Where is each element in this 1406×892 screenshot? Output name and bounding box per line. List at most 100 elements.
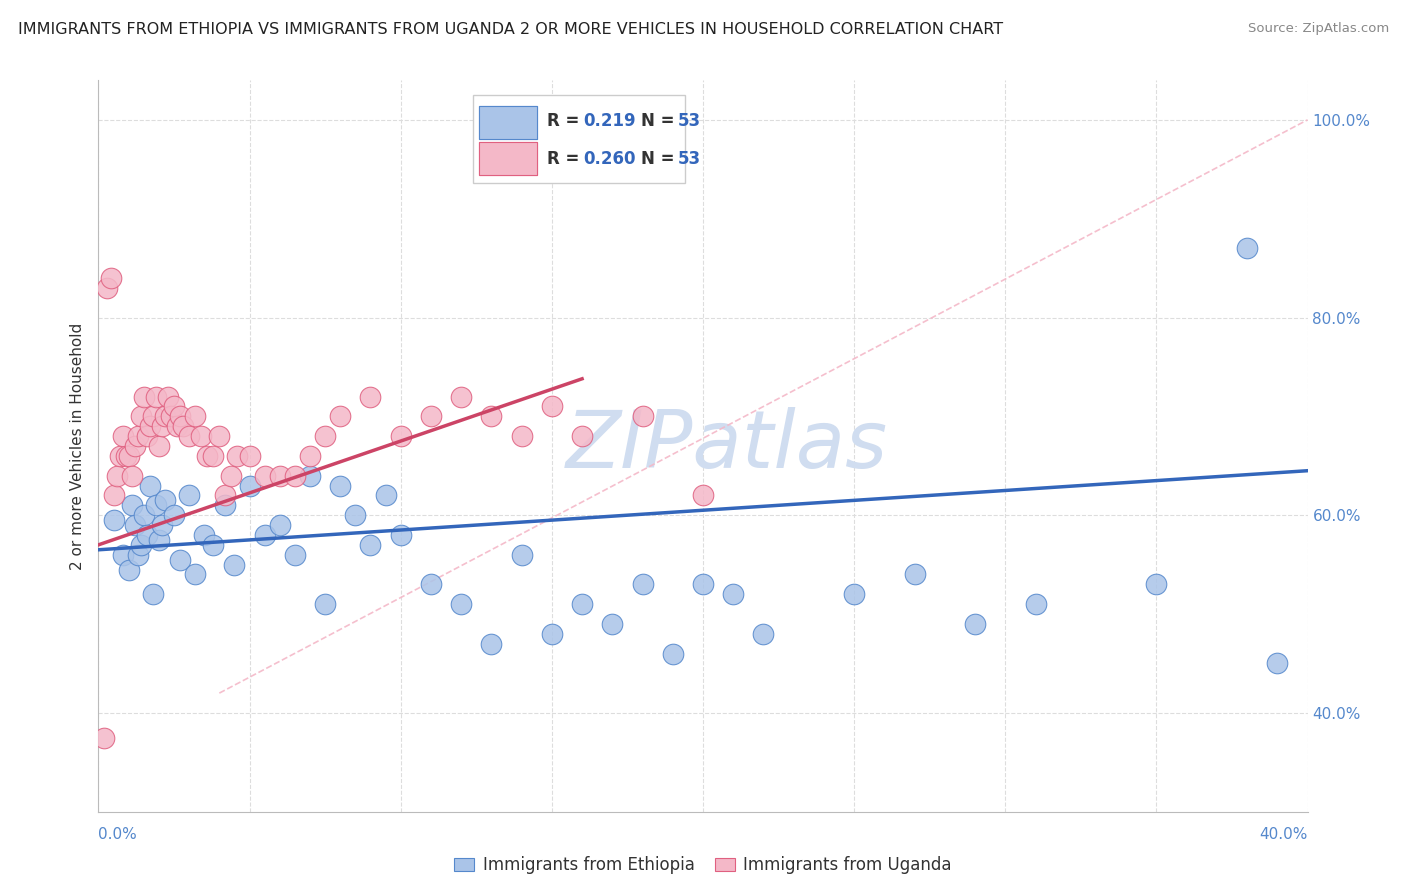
Point: [1024, 597, 1046, 611]
Point: [184, 567, 207, 582]
Text: N =: N =: [641, 150, 681, 168]
Point: [193, 528, 215, 542]
Point: [481, 409, 503, 424]
Point: [121, 498, 143, 512]
Point: [602, 616, 624, 631]
Point: [631, 577, 654, 591]
Point: [450, 390, 472, 404]
Point: [329, 478, 352, 492]
Text: R =: R =: [547, 150, 585, 168]
Point: [153, 493, 176, 508]
Point: [269, 468, 291, 483]
Point: [844, 587, 866, 601]
Point: [571, 597, 593, 611]
Point: [153, 409, 176, 424]
Point: [118, 563, 141, 577]
Point: [239, 478, 262, 492]
Point: [510, 548, 533, 562]
Point: [100, 271, 122, 285]
Text: N =: N =: [641, 112, 681, 129]
Point: [329, 409, 352, 424]
Point: [127, 548, 149, 562]
Point: [166, 419, 188, 434]
Text: 40.0%: 40.0%: [1260, 827, 1308, 841]
Point: [299, 449, 322, 463]
Text: ZIPatlas: ZIPatlas: [567, 407, 889, 485]
Point: [139, 419, 162, 434]
Point: [284, 468, 307, 483]
Point: [132, 390, 155, 404]
Point: [284, 548, 307, 562]
Point: [202, 449, 225, 463]
Point: [389, 429, 412, 443]
Point: [692, 488, 714, 502]
Point: [142, 409, 165, 424]
Point: [127, 429, 149, 443]
Point: [299, 468, 322, 483]
Point: [124, 439, 146, 453]
Text: 0.260: 0.260: [583, 150, 636, 168]
Point: [481, 637, 503, 651]
Text: 0.219: 0.219: [583, 112, 636, 129]
Point: [124, 518, 146, 533]
Point: [103, 488, 125, 502]
Point: [111, 548, 134, 562]
Point: [190, 429, 212, 443]
Text: 53: 53: [678, 150, 700, 168]
Point: [214, 488, 236, 502]
Point: [1236, 241, 1258, 255]
Y-axis label: 2 or more Vehicles in Household: 2 or more Vehicles in Household: [70, 322, 86, 570]
Point: [135, 429, 157, 443]
Point: [253, 528, 276, 542]
Point: [172, 419, 194, 434]
Point: [360, 538, 382, 552]
Point: [360, 390, 382, 404]
Point: [93, 731, 115, 745]
Point: [420, 409, 443, 424]
Point: [163, 508, 186, 523]
Point: [148, 533, 170, 547]
Point: [269, 518, 291, 533]
Text: 53: 53: [678, 112, 700, 129]
Point: [661, 647, 683, 661]
Point: [105, 468, 128, 483]
Point: [450, 597, 472, 611]
Point: [150, 518, 173, 533]
Point: [965, 616, 987, 631]
Text: Source: ZipAtlas.com: Source: ZipAtlas.com: [1249, 22, 1389, 36]
Point: [314, 597, 336, 611]
Point: [163, 400, 186, 414]
FancyBboxPatch shape: [474, 95, 685, 183]
Point: [179, 488, 201, 502]
Point: [420, 577, 443, 591]
Point: [221, 468, 243, 483]
Point: [114, 449, 136, 463]
Point: [239, 449, 262, 463]
Point: [904, 567, 927, 582]
Point: [344, 508, 367, 523]
Point: [145, 498, 167, 512]
Point: [723, 587, 745, 601]
Point: [142, 587, 165, 601]
Point: [150, 419, 173, 434]
Point: [103, 513, 125, 527]
Point: [96, 281, 118, 295]
Legend: Immigrants from Ethiopia, Immigrants from Uganda: Immigrants from Ethiopia, Immigrants fro…: [450, 851, 956, 880]
Point: [132, 508, 155, 523]
Text: IMMIGRANTS FROM ETHIOPIA VS IMMIGRANTS FROM UGANDA 2 OR MORE VEHICLES IN HOUSEHO: IMMIGRANTS FROM ETHIOPIA VS IMMIGRANTS F…: [18, 22, 1004, 37]
Point: [214, 498, 236, 512]
Point: [631, 409, 654, 424]
Point: [253, 468, 276, 483]
Point: [118, 449, 141, 463]
FancyBboxPatch shape: [479, 143, 537, 176]
Point: [139, 478, 162, 492]
Point: [208, 429, 231, 443]
Point: [169, 409, 191, 424]
Point: [156, 390, 179, 404]
Point: [129, 538, 152, 552]
Point: [202, 538, 225, 552]
Text: 0.0%: 0.0%: [98, 827, 138, 841]
Point: [129, 409, 152, 424]
Point: [540, 627, 562, 641]
Point: [752, 627, 775, 641]
